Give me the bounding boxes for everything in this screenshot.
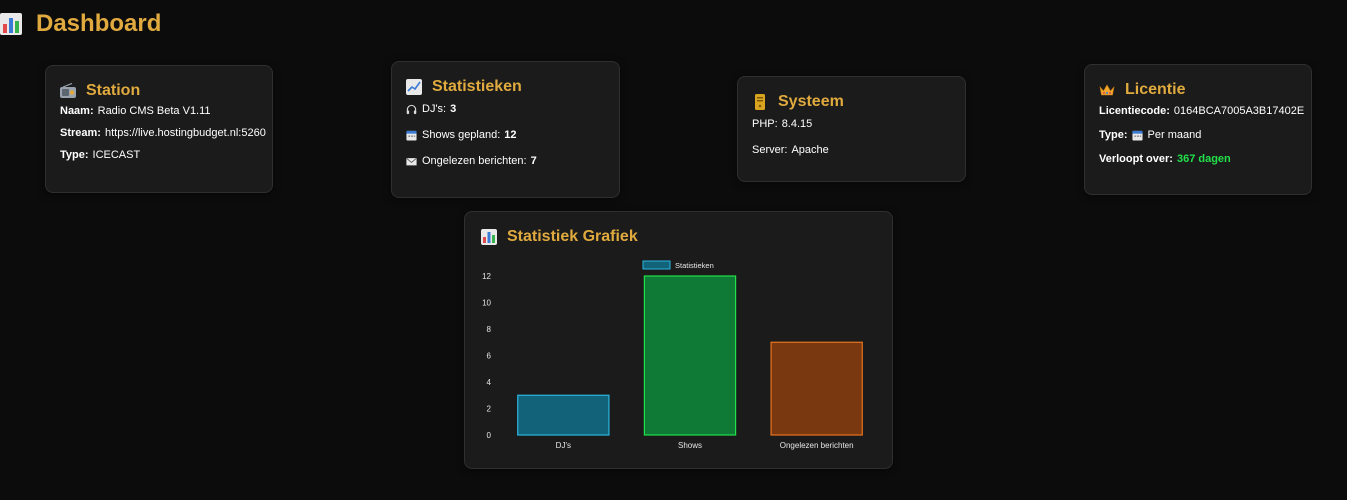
license-type-row: Type: Per maand bbox=[1099, 123, 1297, 147]
y-tick-label: 8 bbox=[487, 325, 492, 334]
station-card-title: Station bbox=[60, 82, 258, 100]
system-card-title: Systeem bbox=[752, 93, 951, 111]
stats-title-text: Statistieken bbox=[432, 78, 522, 95]
stats-shows-label: Shows gepland: bbox=[422, 129, 501, 141]
stats-shows-row: Shows gepland: 12 bbox=[406, 122, 605, 148]
license-code-value: 0164BCA7005A3B17402E bbox=[1173, 105, 1305, 117]
y-tick-label: 2 bbox=[487, 405, 492, 414]
stats-djs-value: 3 bbox=[450, 103, 457, 115]
license-title-text: Licentie bbox=[1125, 81, 1186, 98]
y-tick-label: 12 bbox=[482, 272, 491, 281]
license-expires-row: Verloopt over: 367 dagen bbox=[1099, 147, 1297, 171]
station-name-row: Naam: Radio CMS Beta V1.11 bbox=[60, 100, 258, 122]
crown-icon bbox=[1099, 84, 1115, 96]
x-tick-label: DJ's bbox=[556, 441, 571, 450]
bar-chart-icon bbox=[0, 13, 22, 35]
system-card: Systeem PHP: 8.4.15 Server: Apache bbox=[737, 76, 966, 182]
license-expires-label: Verloopt over: bbox=[1099, 153, 1173, 165]
license-type-value: Per maand bbox=[1147, 129, 1202, 141]
system-server-label: Server: bbox=[752, 144, 788, 156]
envelope-icon bbox=[406, 157, 417, 165]
system-php-row: PHP: 8.4.15 bbox=[752, 111, 951, 137]
x-tick-label: Ongelezen berichten bbox=[780, 441, 854, 450]
stats-messages-value: 7 bbox=[530, 155, 537, 167]
station-type-row: Type: ICECAST bbox=[60, 144, 258, 166]
system-php-label: PHP: bbox=[752, 118, 778, 130]
calendar-icon bbox=[406, 130, 417, 141]
station-title-text: Station bbox=[86, 82, 141, 99]
license-code-row: Licentiecode: 0164BCA7005A3B17402E bbox=[1099, 99, 1304, 123]
license-card: Licentie Licentiecode: 0164BCA7005A3B174… bbox=[1084, 64, 1312, 195]
stats-shows-value: 12 bbox=[504, 129, 517, 141]
stats-djs-row: DJ's: 3 bbox=[406, 96, 605, 122]
server-icon bbox=[755, 94, 765, 110]
y-tick-label: 10 bbox=[482, 299, 491, 308]
chart-card: Statistiek Grafiek 0 2 4 6 8 10 12 DJ's Shows Ong… bbox=[464, 211, 893, 469]
bar bbox=[643, 275, 737, 436]
system-php-value: 8.4.15 bbox=[781, 118, 813, 130]
license-card-title: Licentie bbox=[1099, 81, 1297, 99]
stats-card-title: Statistieken bbox=[406, 78, 605, 96]
station-card: Station Naam: Radio CMS Beta V1.11 Strea… bbox=[45, 65, 273, 193]
station-name-label: Naam: bbox=[60, 105, 94, 117]
station-type-value: ICECAST bbox=[92, 149, 141, 161]
bar-chart-icon bbox=[481, 229, 497, 245]
page-title: Dashboard bbox=[0, 10, 161, 38]
stats-messages-row: Ongelezen berichten: 7 bbox=[406, 148, 605, 174]
chart-card-title: Statistiek Grafiek bbox=[481, 228, 876, 246]
y-tick-label: 6 bbox=[487, 352, 492, 361]
legend-label: Statistieken bbox=[675, 261, 714, 270]
headphones-icon bbox=[406, 104, 417, 114]
system-server-value: Apache bbox=[791, 144, 829, 156]
station-stream-label: Stream: bbox=[60, 127, 101, 139]
stats-card: Statistieken DJ's: 3 Shows gepland: 12 bbox=[391, 61, 620, 198]
y-tick-label: 4 bbox=[487, 378, 492, 387]
chart-title-text: Statistiek Grafiek bbox=[507, 228, 638, 245]
license-code-label: Licentiecode: bbox=[1099, 105, 1170, 117]
legend-swatch bbox=[642, 260, 671, 270]
license-type-label: Type: bbox=[1099, 129, 1128, 141]
license-expires-value: 367 dagen bbox=[1176, 153, 1231, 165]
system-title-text: Systeem bbox=[778, 93, 844, 110]
station-name-value: Radio CMS Beta V1.11 bbox=[97, 105, 211, 117]
bar-chart: 0 2 4 6 8 10 12 DJ's Shows Ongelezen berichten Sta… bbox=[482, 260, 863, 450]
station-stream-value: https://live.hostingbudget.nl:5260 bbox=[104, 127, 266, 139]
bar bbox=[770, 341, 863, 436]
trend-chart-icon bbox=[406, 79, 422, 95]
station-type-label: Type: bbox=[60, 149, 89, 161]
calendar-icon bbox=[1131, 130, 1143, 141]
page-title-text: Dashboard bbox=[36, 10, 162, 37]
stats-djs-label: DJ's: bbox=[422, 103, 447, 115]
system-server-row: Server: Apache bbox=[752, 137, 951, 163]
x-tick-label: Shows bbox=[678, 441, 702, 450]
bar bbox=[517, 394, 610, 436]
station-stream-row: Stream: https://live.hostingbudget.nl:52… bbox=[60, 122, 266, 144]
y-tick-label: 0 bbox=[487, 431, 492, 440]
radio-icon bbox=[60, 83, 76, 98]
stats-messages-label: Ongelezen berichten: bbox=[422, 155, 527, 167]
